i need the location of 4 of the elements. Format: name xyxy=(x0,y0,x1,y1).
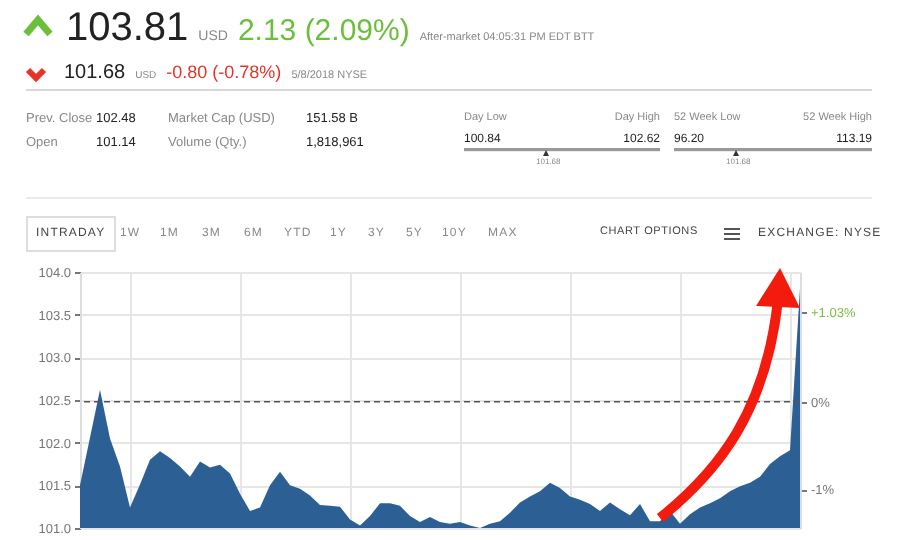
text: 2.13 (2.09%) xyxy=(237,14,410,48)
text: -0.80 (-0.78%) xyxy=(166,62,282,82)
text: 103.81 xyxy=(66,6,189,50)
text: 101.68 xyxy=(64,62,126,84)
